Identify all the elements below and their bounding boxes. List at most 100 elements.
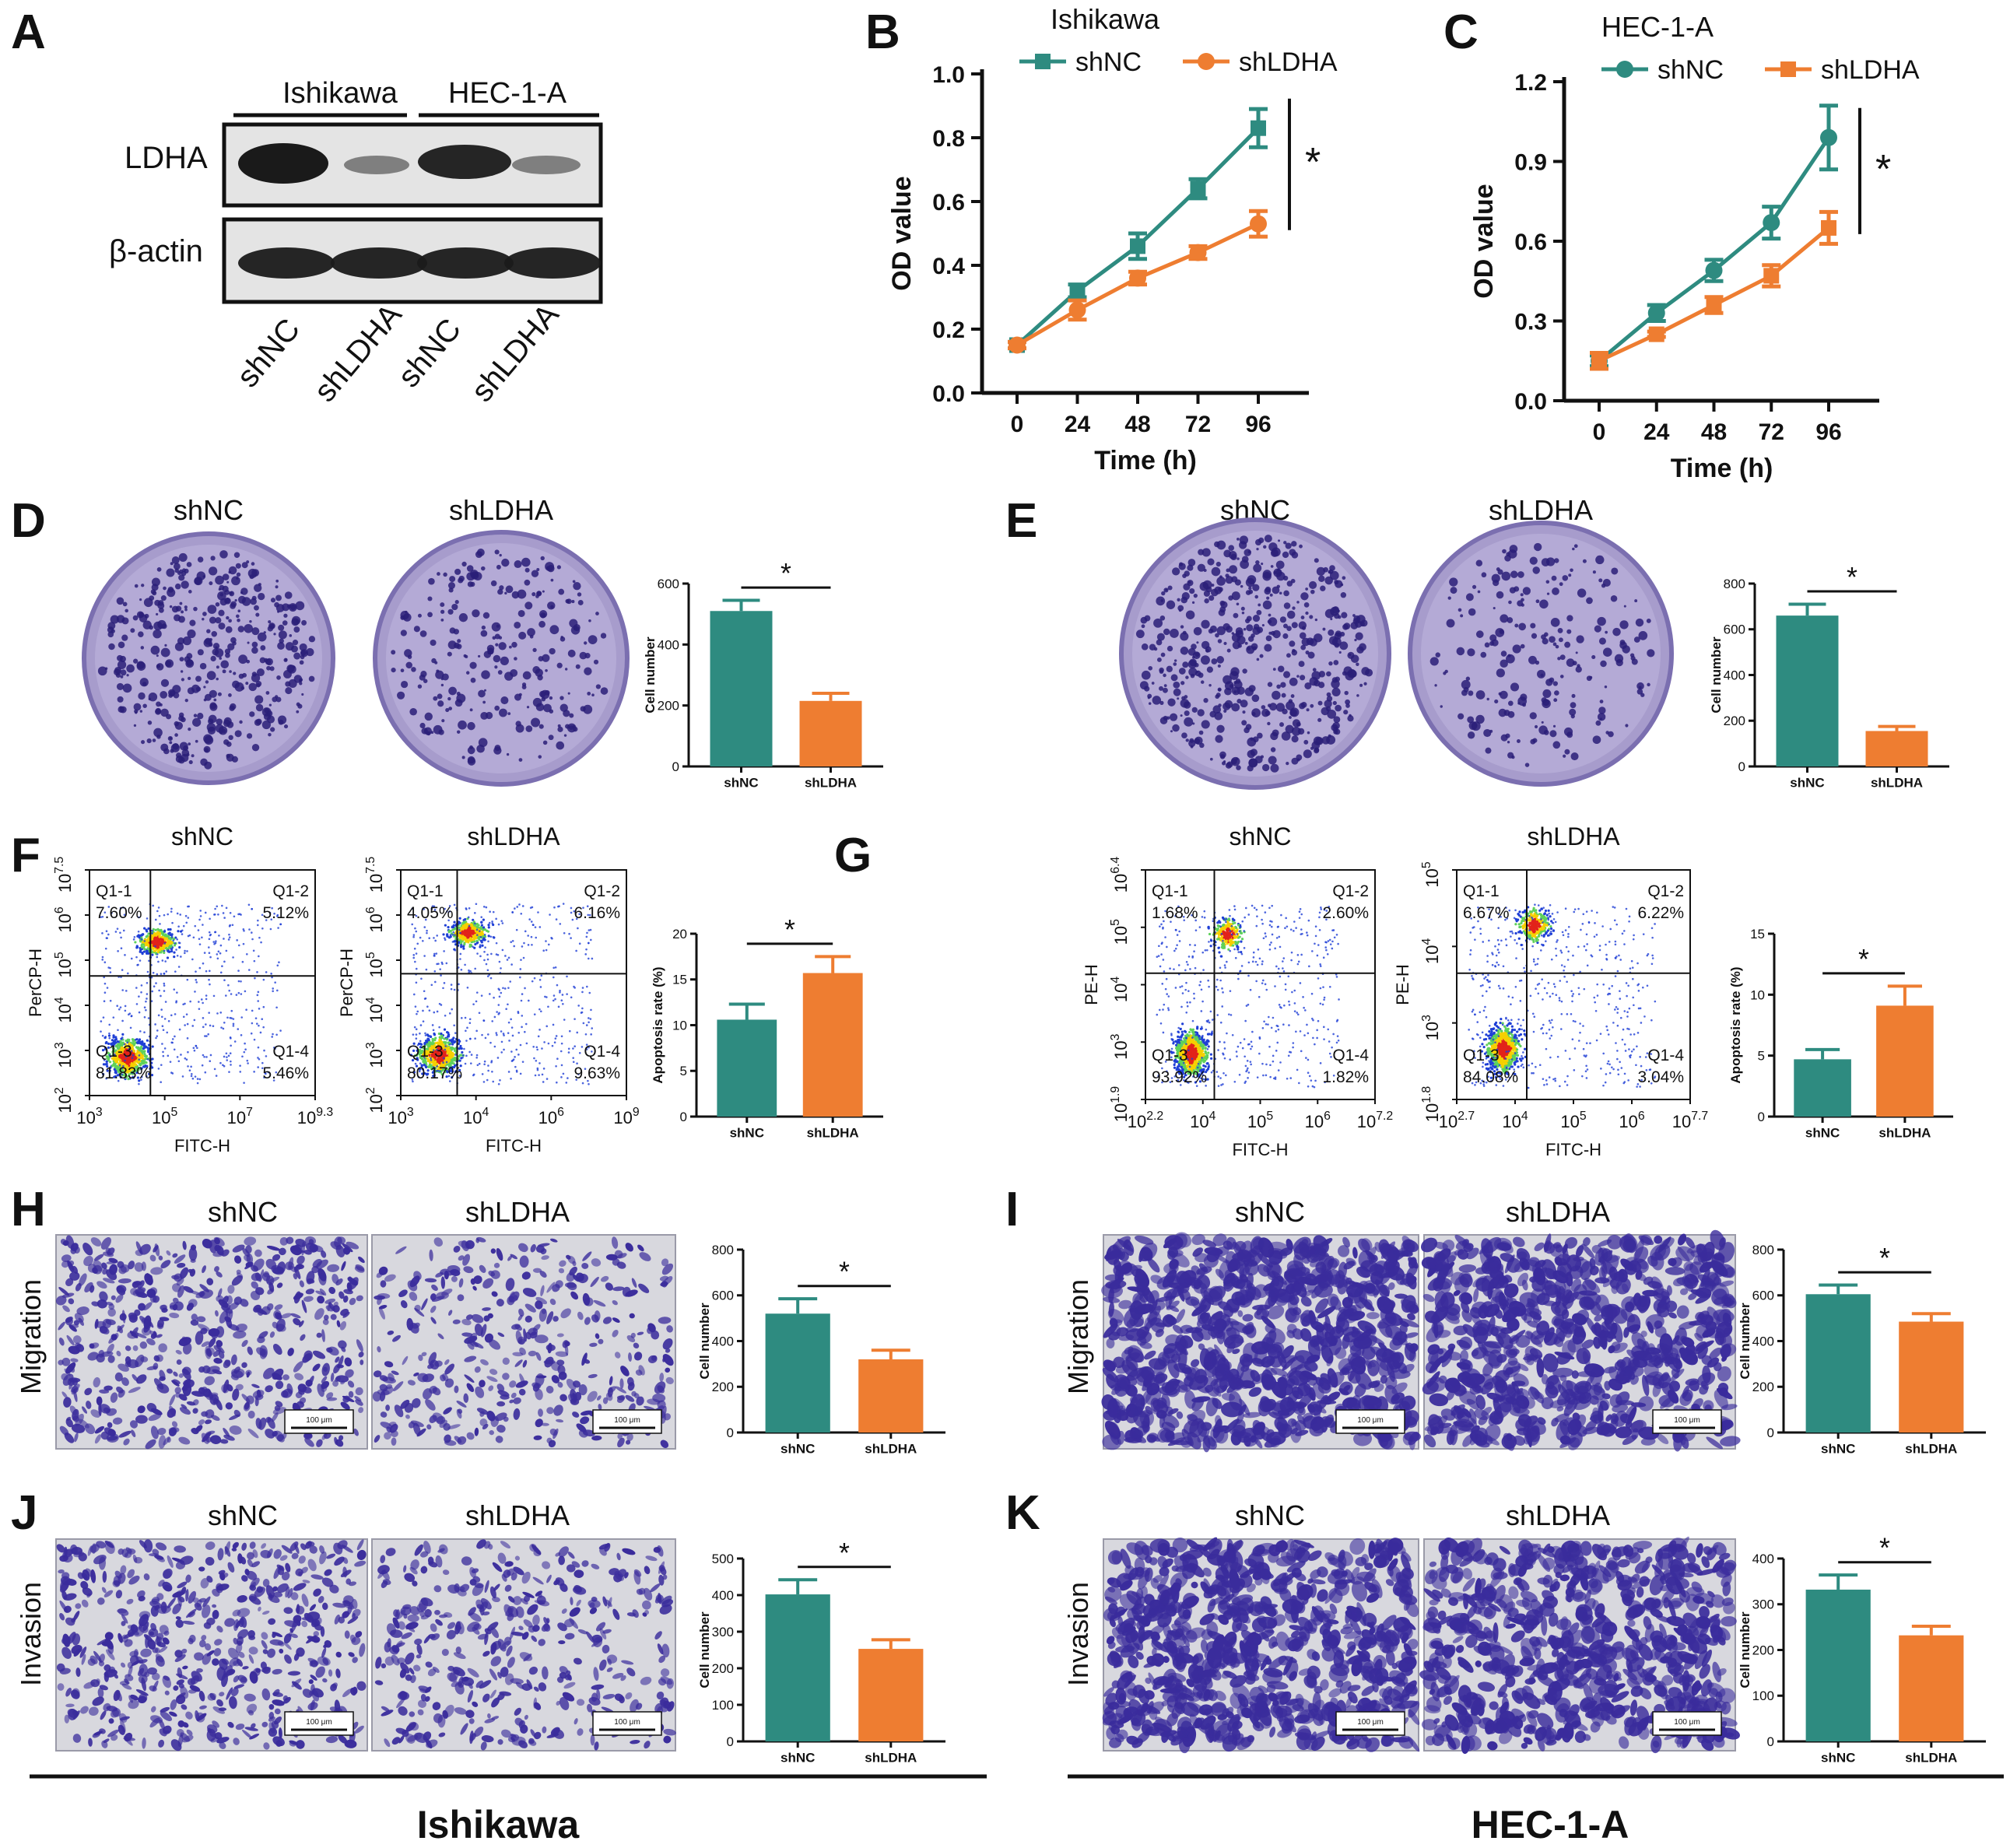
event-dot (422, 1009, 424, 1012)
colony (435, 670, 444, 679)
colony (1557, 657, 1561, 661)
event-dot (237, 944, 240, 947)
colony (1330, 617, 1333, 621)
event-dot (106, 1064, 109, 1068)
colony (1582, 559, 1587, 563)
event-dot (221, 904, 223, 907)
event-dot (241, 960, 244, 963)
event-dot (536, 1048, 538, 1051)
colony (1507, 617, 1514, 623)
event-dot (146, 1039, 149, 1042)
colony (184, 698, 188, 703)
flow-plot-F1: shNCQ1-17.60%Q1-25.12%Q1-381.83%Q1-45.46… (26, 822, 333, 1155)
event-dot (545, 949, 548, 952)
event-dot (590, 1033, 592, 1036)
colony (461, 756, 465, 759)
colony (146, 738, 152, 744)
event-dot (412, 935, 415, 938)
event-dot (252, 949, 255, 952)
colony (1594, 625, 1601, 633)
colony (1212, 705, 1222, 714)
colony (1161, 591, 1166, 596)
colony (1167, 585, 1173, 591)
chart-title: HEC-1-A (1601, 11, 1714, 43)
event-dot (481, 1033, 483, 1036)
event-dot (545, 1078, 549, 1080)
event-dot (135, 945, 139, 948)
event-dot (475, 1054, 479, 1057)
colony (1282, 575, 1289, 581)
colony (469, 745, 473, 749)
colony (258, 592, 265, 601)
colony (588, 635, 598, 644)
event-dot (250, 1032, 253, 1035)
event-dot (174, 970, 177, 973)
event-dot (458, 1047, 461, 1050)
colony (308, 675, 315, 682)
event-dot (138, 936, 141, 939)
event-dot (177, 925, 180, 928)
event-dot (279, 1029, 282, 1032)
colony (417, 613, 422, 618)
colony (255, 703, 264, 712)
event-dot (460, 945, 463, 949)
colony (1283, 671, 1291, 679)
quadrant-name: Q1-1 (96, 882, 132, 900)
colony (427, 612, 433, 618)
event-dot (242, 928, 245, 931)
colony (542, 654, 550, 662)
event-dot (491, 1070, 493, 1073)
colony (1633, 636, 1640, 643)
colony (216, 665, 219, 669)
colony (480, 629, 488, 637)
event-dot (412, 956, 416, 959)
event-dot (419, 1024, 423, 1026)
colony (1449, 577, 1458, 587)
colony (1267, 682, 1273, 687)
colony (1216, 656, 1225, 664)
event-dot (474, 967, 476, 970)
colony (423, 679, 428, 683)
colony (166, 568, 175, 577)
colony (1163, 587, 1169, 593)
event-dot (225, 906, 228, 910)
colony (287, 665, 296, 674)
colony (1214, 711, 1223, 721)
event-dot (533, 1057, 535, 1060)
event-dot (420, 977, 423, 980)
colony (1316, 566, 1325, 576)
colony (1304, 682, 1312, 689)
colony (1262, 600, 1272, 610)
event-dot (193, 1019, 196, 1022)
colony (580, 706, 586, 712)
y-tick-label: 0.2 (932, 317, 965, 343)
event-dot (253, 1071, 255, 1073)
colony (440, 609, 445, 614)
colony (1230, 553, 1237, 561)
event-dot (507, 1071, 510, 1073)
colony (1241, 720, 1247, 726)
event-dot (275, 1006, 278, 1009)
event-dot (587, 957, 590, 960)
colony (1223, 709, 1227, 714)
event-dot (483, 951, 486, 953)
bar-shNC (710, 611, 773, 766)
colony (235, 563, 241, 569)
event-dot (510, 1026, 514, 1029)
colony (1471, 721, 1481, 731)
colony (246, 733, 253, 739)
event-dot (157, 1068, 160, 1070)
colony (301, 619, 307, 626)
event-dot (538, 1029, 541, 1031)
event-dot (181, 1075, 184, 1078)
event-dot (468, 945, 472, 949)
colony (1314, 747, 1320, 752)
colony (1647, 649, 1655, 657)
colony (501, 558, 510, 567)
event-dot (117, 1029, 119, 1032)
event-dot (542, 949, 545, 952)
colony (1300, 675, 1306, 681)
colony (189, 619, 196, 626)
colony (1338, 615, 1342, 619)
colony (251, 562, 255, 566)
